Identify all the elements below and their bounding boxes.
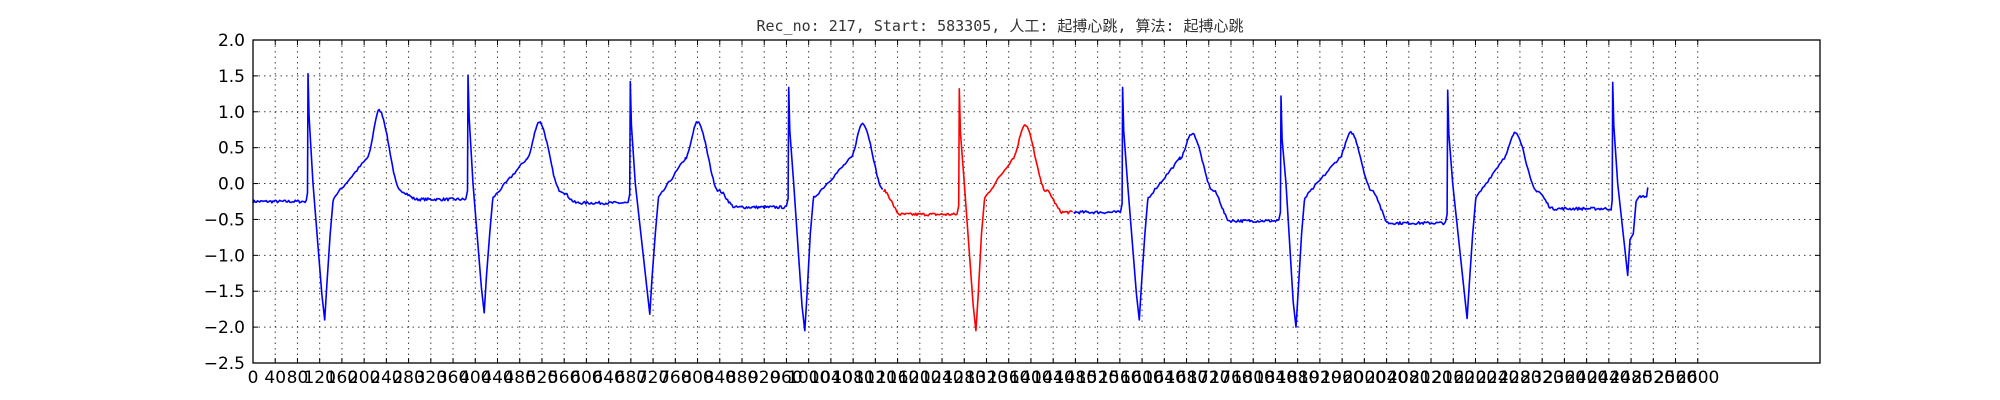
- x-tick-label: 1120: [854, 368, 897, 388]
- x-tick-label: 2480: [1609, 368, 1652, 388]
- x-tick-label: 1560: [1098, 368, 1141, 388]
- x-tick-label: 640: [592, 368, 624, 388]
- x-tick-label: 840: [704, 368, 736, 388]
- y-tick-label: −0.5: [204, 210, 245, 230]
- ecg-signal: [252, 72, 1649, 332]
- x-tick-label: 800: [681, 368, 713, 388]
- x-tick-label: 2320: [1521, 368, 1564, 388]
- x-tick-label: 1080: [831, 368, 874, 388]
- x-tick-label: 1480: [1054, 368, 1097, 388]
- x-tick-label: 2520: [1632, 368, 1675, 388]
- x-tick-label: 0: [248, 368, 259, 388]
- x-tick-label: 2000: [1343, 368, 1386, 388]
- x-tick-label: 200: [348, 368, 380, 388]
- x-tick-label: 1880: [1276, 368, 1319, 388]
- x-tick-label: 440: [481, 368, 513, 388]
- x-tick-label: 1240: [920, 368, 963, 388]
- ecg-segment: [252, 72, 884, 332]
- x-tick-label: 760: [659, 368, 691, 388]
- x-tick-label: 720: [637, 368, 669, 388]
- x-tick-label: 1040: [809, 368, 852, 388]
- grid: [253, 40, 1820, 363]
- x-tick-label: 880: [726, 368, 758, 388]
- x-tick-label: 680: [615, 368, 647, 388]
- y-tick-label: 0.0: [218, 175, 245, 195]
- x-tick-label: 1000: [787, 368, 830, 388]
- x-tick-label: 1200: [898, 368, 941, 388]
- x-tick-label: 1800: [1232, 368, 1275, 388]
- x-tick-label: 1520: [1076, 368, 1119, 388]
- x-tick-label: 1680: [1165, 368, 1208, 388]
- x-tick-label: 600: [570, 368, 602, 388]
- y-tick-label: −1.5: [204, 282, 245, 302]
- x-tick-label: 1400: [1009, 368, 1052, 388]
- x-tick-label: 2160: [1432, 368, 1475, 388]
- y-tick-label: 0.5: [218, 139, 245, 159]
- chart-title: Rec_no: 217, Start: 583305, 人工: 起搏心跳, 算法…: [756, 17, 1243, 35]
- x-tick-label: 560: [548, 368, 580, 388]
- x-tick-label: 1280: [943, 368, 986, 388]
- y-tick-label: 1.0: [218, 103, 245, 123]
- x-tick-label: 920: [748, 368, 780, 388]
- x-tick-label: 2240: [1476, 368, 1519, 388]
- x-tick-label: 520: [526, 368, 558, 388]
- x-tick-label: 120: [303, 368, 335, 388]
- y-axis-ticks: 2.0 1.5 1.0 0.5 0.0 −0.5 −1.0 −1.5 −2.0 −2.5: [204, 31, 1820, 374]
- x-tick-label: 2440: [1587, 368, 1630, 388]
- x-tick-label: 960: [770, 368, 802, 388]
- x-tick-label: 2200: [1454, 368, 1497, 388]
- x-tick-label: 2560: [1654, 368, 1697, 388]
- ecg-segment: [882, 88, 1073, 332]
- y-tick-label: −2.5: [204, 354, 245, 374]
- y-tick-label: −2.0: [204, 318, 245, 338]
- x-axis-ticks: 0 40 8012016020024028032036040044048052056…: [248, 40, 1719, 388]
- x-tick-label: 2120: [1409, 368, 1452, 388]
- x-tick-label: 1960: [1320, 368, 1363, 388]
- ecg-segment: [1073, 81, 1649, 328]
- x-tick-label: 360: [437, 368, 469, 388]
- y-tick-label: −1.0: [204, 246, 245, 266]
- x-tick-label: 280: [392, 368, 424, 388]
- x-tick-label: 320: [415, 368, 447, 388]
- x-tick-label: 40: [264, 368, 286, 388]
- y-tick-label: 1.5: [218, 67, 245, 87]
- plot-frame: [252, 39, 1821, 364]
- x-tick-label: 160: [326, 368, 358, 388]
- x-tick-label: 480: [503, 368, 535, 388]
- x-tick-label: 1840: [1254, 368, 1297, 388]
- y-tick-label: 2.0: [218, 31, 245, 51]
- x-tick-label: 2360: [1543, 368, 1586, 388]
- x-tick-label: 2040: [1365, 368, 1408, 388]
- x-tick-label: 1440: [1032, 368, 1075, 388]
- x-tick-label: 1760: [1209, 368, 1252, 388]
- x-tick-label: 2080: [1387, 368, 1430, 388]
- x-tick-label: 2400: [1565, 368, 1608, 388]
- x-tick-label: 1360: [987, 368, 1030, 388]
- x-tick-label: 1320: [965, 368, 1008, 388]
- x-tick-label: 240: [370, 368, 402, 388]
- x-tick-label: 1920: [1298, 368, 1341, 388]
- x-tick-label: 2280: [1498, 368, 1541, 388]
- x-tick-label: 1720: [1187, 368, 1230, 388]
- x-tick-label: 80: [287, 368, 309, 388]
- x-tick-label: 1160: [876, 368, 919, 388]
- x-tick-label: 2600: [1676, 368, 1719, 388]
- x-tick-label: 1640: [1143, 368, 1186, 388]
- x-tick-label: 1600: [1120, 368, 1163, 388]
- x-tick-label: 400: [459, 368, 491, 388]
